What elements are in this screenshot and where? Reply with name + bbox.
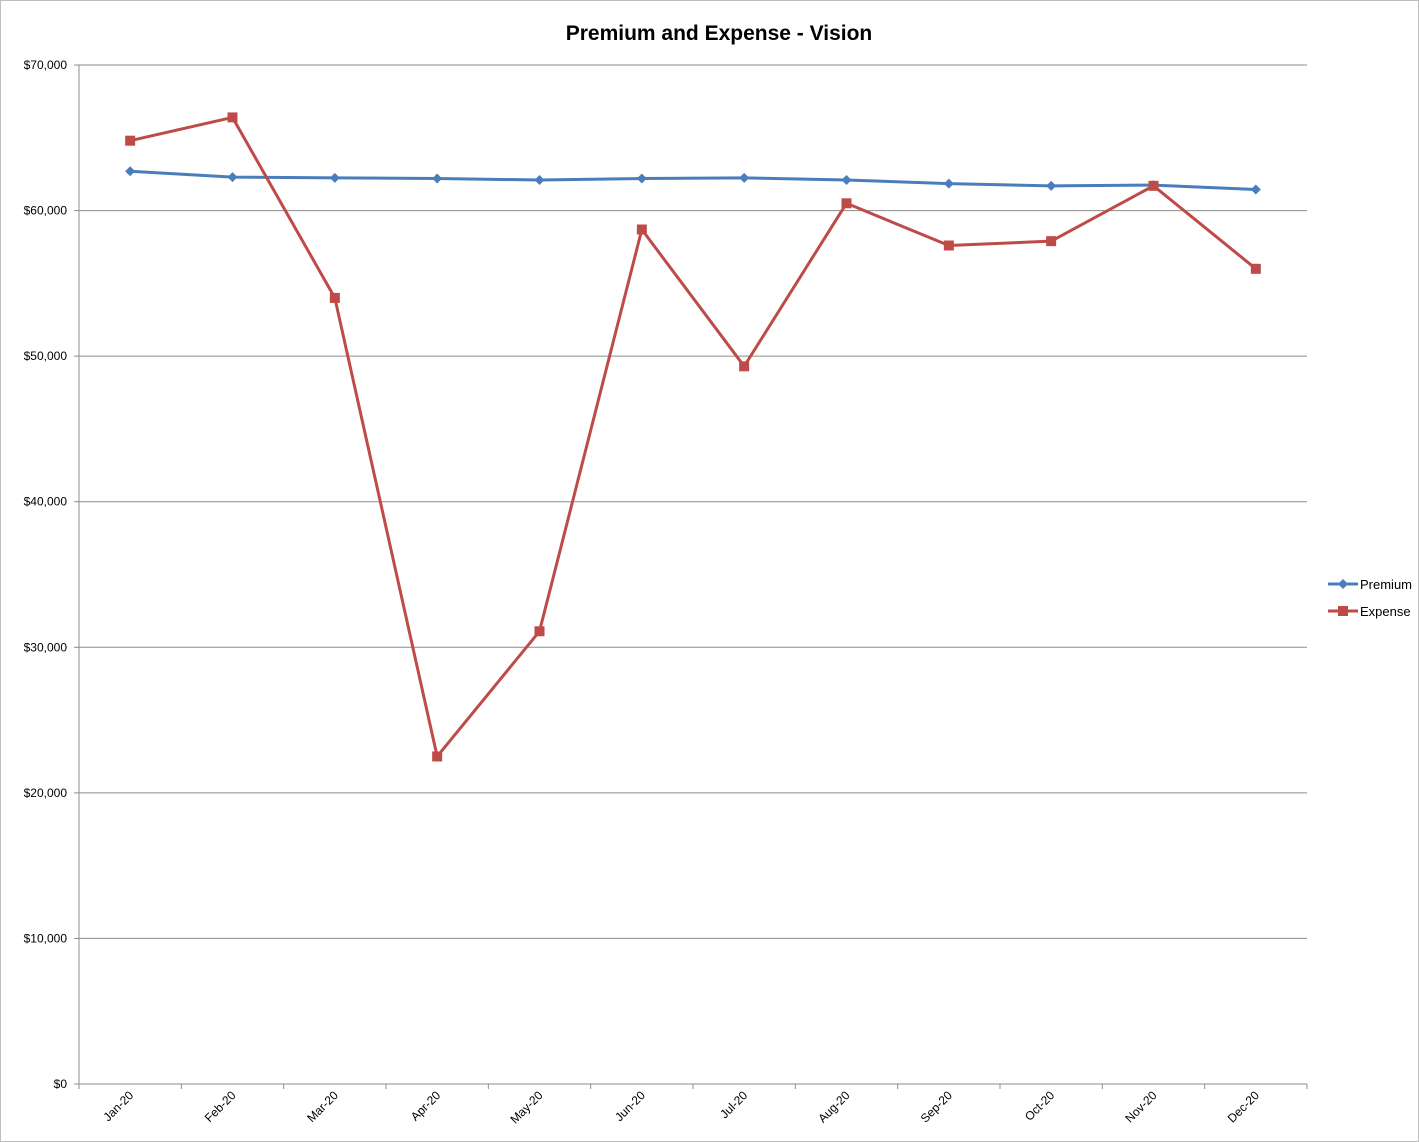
x-tick-label: Oct-20 <box>1022 1088 1058 1124</box>
data-point-premium <box>329 172 340 183</box>
x-tick-label: Sep-20 <box>918 1088 955 1125</box>
data-point-expense <box>534 626 545 637</box>
legend-entry-expense: Expense <box>1328 604 1411 619</box>
data-point-expense <box>1046 236 1057 247</box>
y-tick-label: $10,000 <box>24 931 68 945</box>
legend: Premium Expense <box>1328 577 1412 619</box>
data-point-premium <box>432 173 443 184</box>
data-point-premium <box>534 175 545 186</box>
x-tick-label: Jun-20 <box>612 1088 648 1124</box>
x-tick-label: Nov-20 <box>1122 1088 1159 1125</box>
data-point-expense <box>432 751 443 762</box>
data-point-expense <box>125 135 136 146</box>
y-tick-label: $40,000 <box>24 495 68 509</box>
x-tick-label: Feb-20 <box>202 1088 239 1125</box>
x-tick-label: Jan-20 <box>100 1088 136 1124</box>
legend-label: Expense <box>1360 604 1411 619</box>
data-point-premium <box>125 166 136 177</box>
y-tick-label: $70,000 <box>24 58 68 72</box>
data-point-expense <box>636 224 647 235</box>
chart-title: Premium and Expense - Vision <box>566 22 873 45</box>
data-point-premium <box>227 172 238 183</box>
data-point-expense <box>329 292 340 303</box>
x-tick-label: Jul-20 <box>717 1088 750 1121</box>
data-point-expense <box>841 198 852 209</box>
y-tick-label: $0 <box>54 1077 68 1091</box>
series-line-premium <box>130 169 1256 191</box>
x-tick-label: Dec-20 <box>1225 1088 1262 1125</box>
x-tick-label: Aug-20 <box>815 1088 852 1125</box>
y-tick-label: $50,000 <box>24 349 68 363</box>
legend-label: Premium <box>1360 577 1412 592</box>
series-group <box>125 112 1261 762</box>
x-tick-label: Mar-20 <box>304 1088 341 1125</box>
y-tick-label: $30,000 <box>24 640 68 654</box>
gridlines <box>79 64 1307 939</box>
legend-swatch-marker <box>1338 606 1348 616</box>
series-line-expense <box>129 115 1257 758</box>
data-point-expense <box>1148 180 1159 191</box>
y-tick-label: $60,000 <box>24 204 68 218</box>
data-point-premium <box>943 178 954 189</box>
data-point-expense <box>227 112 238 123</box>
legend-swatch-marker <box>1338 579 1348 589</box>
data-point-premium <box>1046 180 1057 191</box>
data-point-premium <box>739 172 750 183</box>
legend-entry-premium: Premium <box>1328 577 1412 592</box>
data-point-expense <box>1250 263 1261 274</box>
series-expense <box>125 112 1261 762</box>
data-point-expense <box>943 240 954 251</box>
data-point-premium <box>1250 184 1261 195</box>
data-point-premium <box>636 173 647 184</box>
x-tick-label: May-20 <box>507 1088 545 1126</box>
axes: $0 $10,000 $20,000 $30,000 $40,000 $50,000 $60… <box>24 58 1308 1126</box>
data-point-expense <box>739 361 750 372</box>
series-premium <box>125 166 1261 195</box>
x-tick-label: Apr-20 <box>408 1088 444 1124</box>
data-point-premium <box>841 175 852 186</box>
y-tick-label: $20,000 <box>24 786 68 800</box>
